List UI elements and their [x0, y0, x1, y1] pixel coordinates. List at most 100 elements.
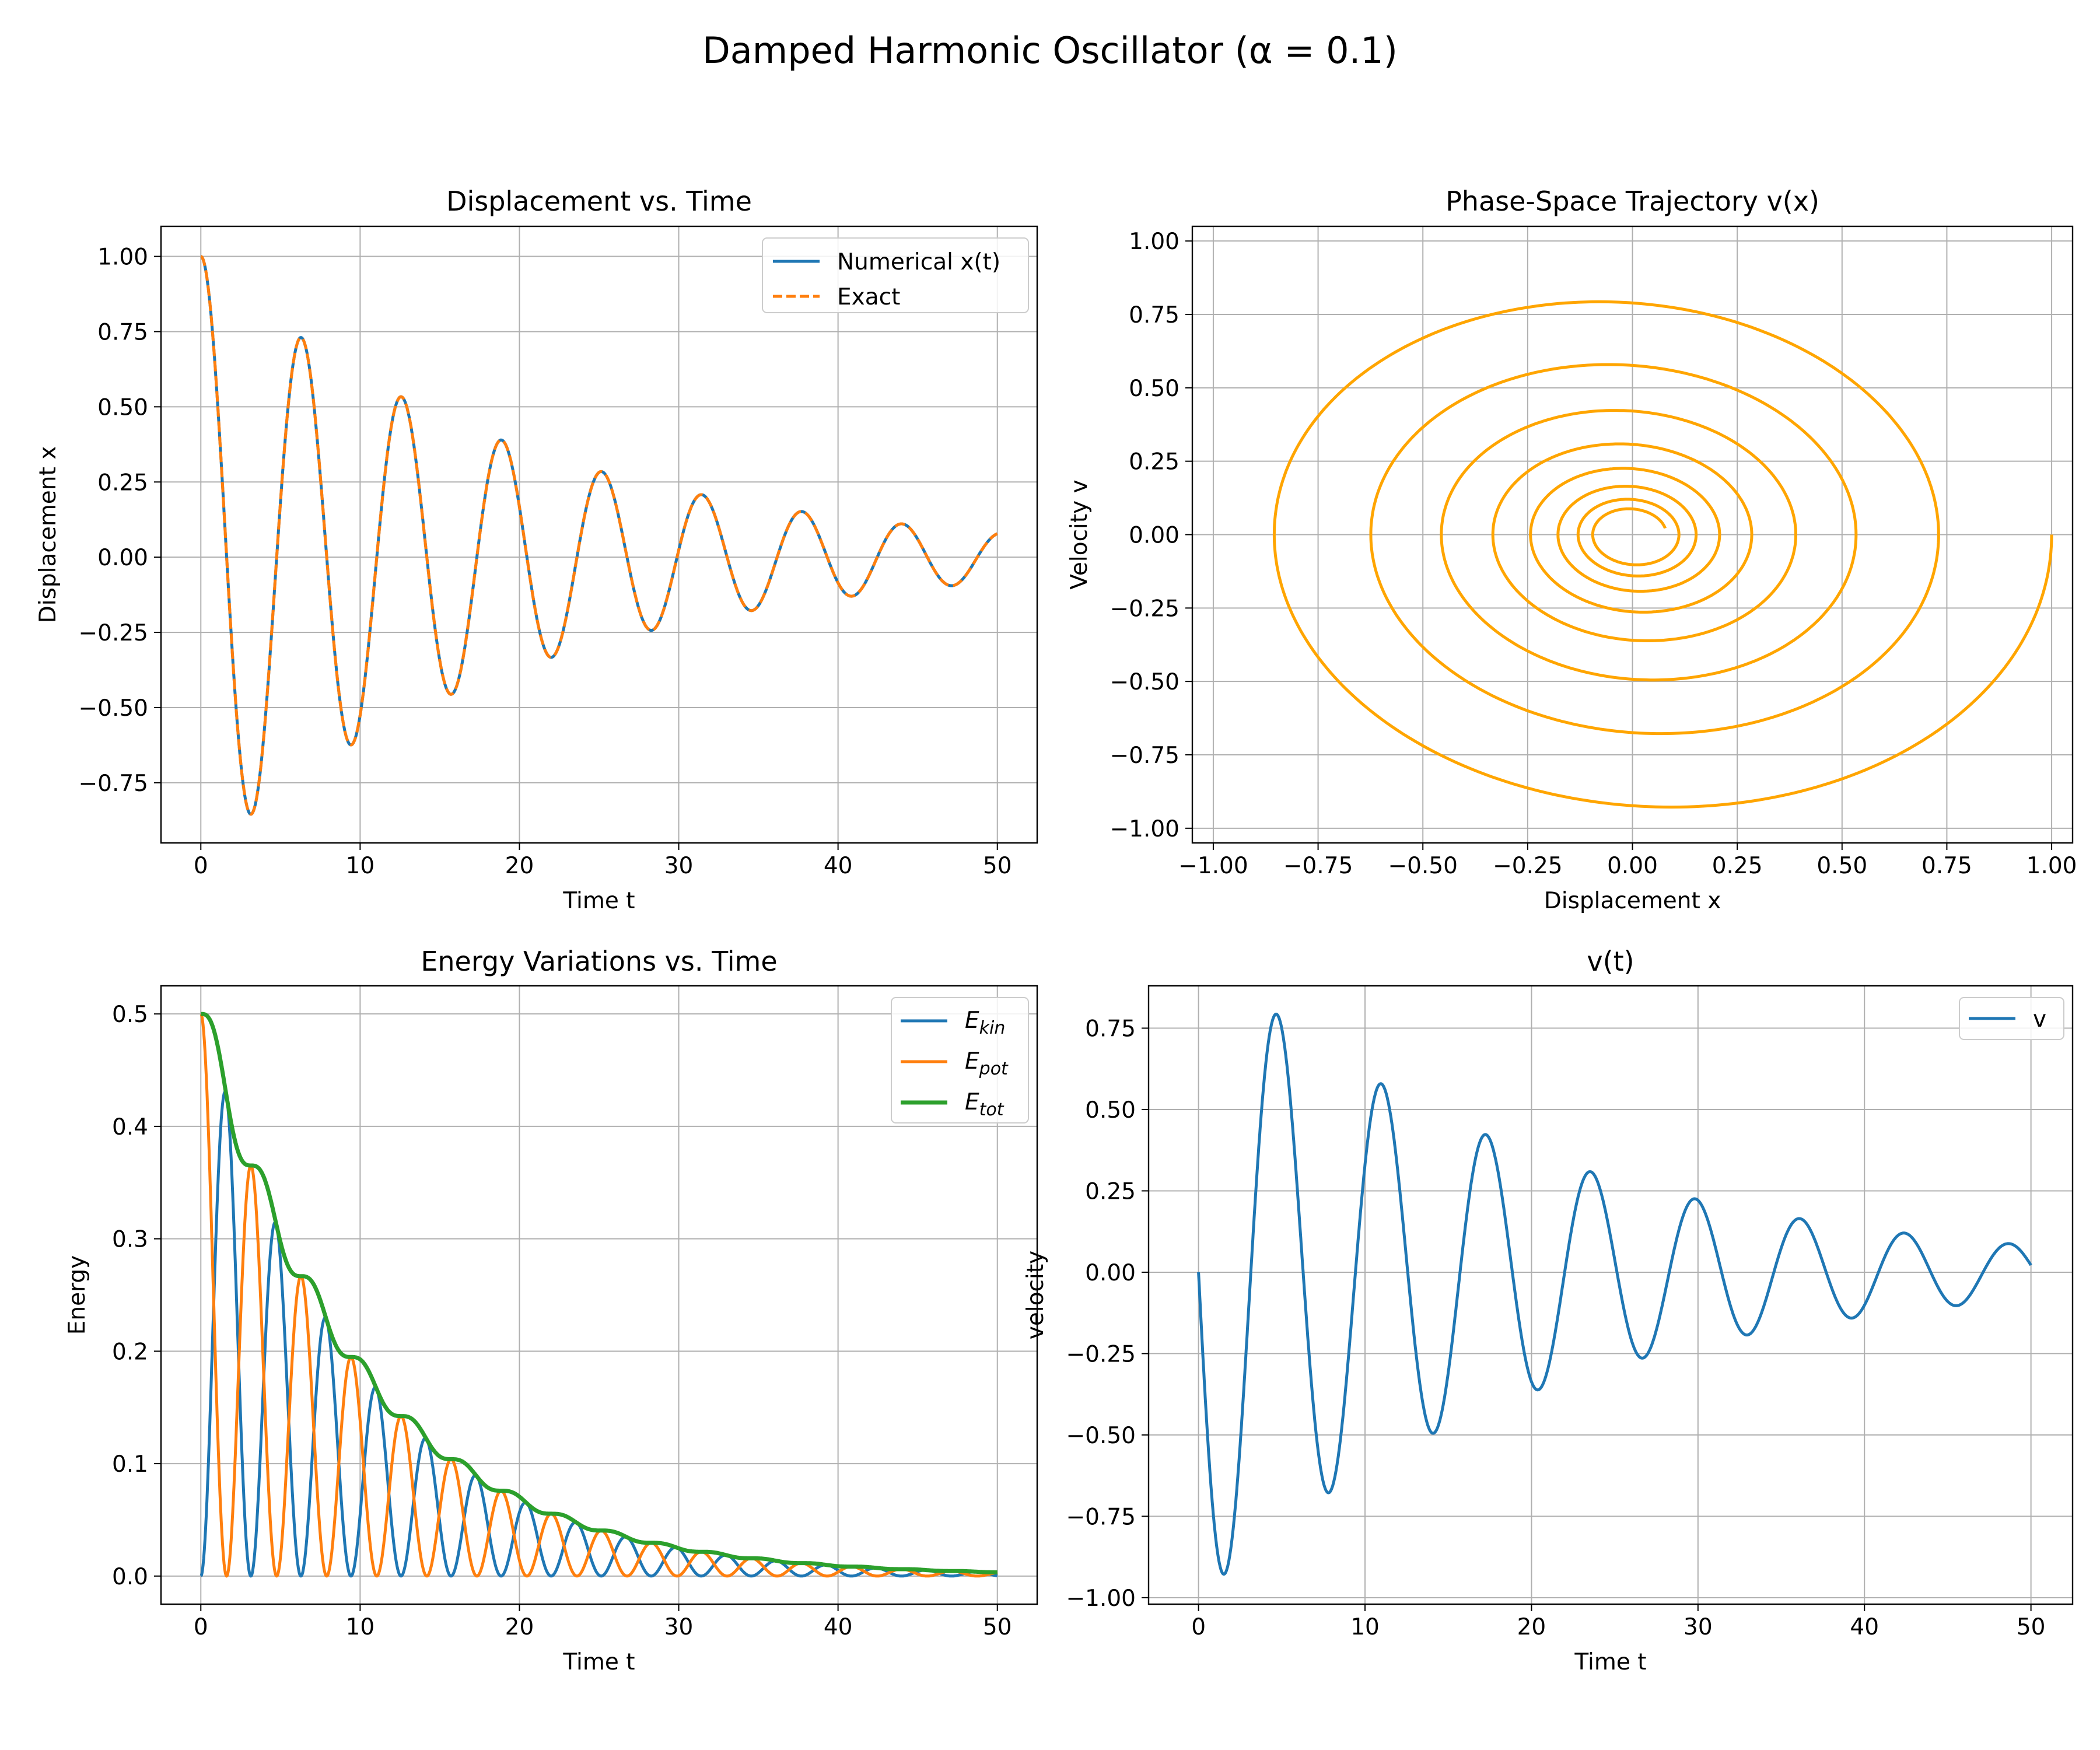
- displacement-ylabel: Displacement x: [35, 446, 61, 624]
- x-tick-label: 20: [505, 853, 534, 879]
- velocity-grid: [1149, 986, 2073, 1604]
- x-tick-label: 40: [824, 853, 853, 879]
- y-tick-label: 1.00: [97, 244, 148, 271]
- y-tick-label: 0.75: [1129, 302, 1180, 328]
- y-tick-label: −0.50: [1110, 669, 1180, 695]
- phase-series: [1272, 300, 2053, 809]
- x-tick-label: 0.75: [1922, 853, 1972, 879]
- x-tick-label: 30: [1684, 1614, 1713, 1640]
- x-tick-label: 0.00: [1607, 853, 1658, 879]
- x-tick-label: 50: [983, 853, 1012, 879]
- energy-title: Energy Variations vs. Time: [421, 946, 777, 977]
- x-tick-label: 20: [1517, 1614, 1546, 1640]
- y-tick-label: −1.00: [1066, 1586, 1136, 1612]
- displacement-axes-frame: [160, 225, 1038, 844]
- displacement-xlabel: Time t: [562, 888, 635, 914]
- y-tick-label: −0.50: [78, 695, 148, 722]
- displacement-legend: Numerical x(t) Exact: [762, 237, 1029, 313]
- y-tick-label: −1.00: [1110, 816, 1180, 842]
- displacement-panel: 0 10 20 30 40 50 −0.75 −0.50 −0.25 0.00 0.25 0.50 0.…: [35, 186, 1038, 914]
- y-tick-label: 1.00: [1129, 229, 1180, 255]
- y-tick-label: −0.25: [78, 620, 148, 646]
- y-tick-label: −0.50: [1066, 1423, 1136, 1449]
- velocity-panel: 0 10 20 30 40 50 −1.00 −0.75 −0.50 −0.25 0.00 0.25 0…: [1023, 946, 2074, 1675]
- y-tick-label: 0.3: [112, 1227, 148, 1253]
- y-tick-label: 0.25: [97, 470, 148, 496]
- y-tick-label: −0.25: [1066, 1341, 1136, 1367]
- y-tick-label: 0.75: [1085, 1016, 1136, 1042]
- x-tick-label: 0: [194, 1614, 208, 1640]
- velocity-axes-frame: [1147, 985, 2074, 1605]
- y-tick-label: 0.00: [1129, 523, 1180, 549]
- y-tick-label: 0.0: [112, 1564, 148, 1590]
- x-tick-label: −0.50: [1388, 853, 1458, 879]
- x-tick-label: 0.25: [1712, 853, 1763, 879]
- y-tick-label: 0.75: [97, 319, 148, 345]
- y-tick-label: 0.25: [1129, 449, 1180, 475]
- energy-xlabel: Time t: [562, 1649, 635, 1675]
- x-tick-label: 30: [664, 1614, 694, 1640]
- y-tick-label: 0.50: [97, 394, 148, 421]
- phase-ticks: −1.00 −0.75 −0.50 −0.25 0.00 0.25 0.50 0.75 1.00…: [1110, 229, 2077, 879]
- legend-label: Exact: [837, 284, 900, 310]
- x-tick-label: 30: [664, 853, 694, 879]
- x-tick-label: 10: [1350, 1614, 1380, 1640]
- x-tick-label: 0.50: [1817, 853, 1867, 879]
- energy-series: [200, 1012, 998, 1578]
- energy-panel: 0 10 20 30 40 50 0.0 0.1 0.2 0.3 0.4 0.5 Energy Var…: [64, 946, 1038, 1675]
- displacement-ticks: 0 10 20 30 40 50 −0.75 −0.50 −0.25 0.00 0.25 0.50 0.…: [78, 244, 1012, 879]
- phase-grid: [1192, 226, 2073, 843]
- legend-label: v: [2033, 1006, 2046, 1032]
- displacement-title: Displacement vs. Time: [446, 186, 752, 217]
- x-tick-label: −1.00: [1178, 853, 1248, 879]
- x-tick-label: 0: [194, 853, 208, 879]
- y-tick-label: 0.1: [112, 1451, 148, 1478]
- y-tick-label: 0.50: [1085, 1097, 1136, 1124]
- velocity-legend: v: [1959, 997, 2064, 1040]
- y-tick-label: 0.4: [112, 1114, 148, 1140]
- x-tick-label: 10: [346, 1614, 375, 1640]
- exact-x-line: [200, 255, 998, 816]
- energy-ylabel: Energy: [64, 1255, 90, 1335]
- x-tick-label: 0: [1191, 1614, 1206, 1640]
- phase-title: Phase-Space Trajectory v(x): [1446, 186, 1819, 217]
- x-tick-label: 20: [505, 1614, 534, 1640]
- x-tick-label: −0.75: [1283, 853, 1353, 879]
- legend-box: [891, 997, 1029, 1124]
- x-tick-label: −0.25: [1493, 853, 1563, 879]
- y-tick-label: 0.2: [112, 1339, 148, 1365]
- velocity-ylabel: velocity: [1023, 1251, 1049, 1339]
- velocity-xlabel: Time t: [1574, 1649, 1646, 1675]
- displacement-series: [200, 255, 998, 816]
- x-tick-label: 50: [983, 1614, 1012, 1640]
- velocity-series: [1197, 1012, 2032, 1576]
- phase-xlabel: Displacement x: [1544, 888, 1721, 914]
- x-tick-label: 50: [2017, 1614, 2046, 1640]
- x-tick-label: 10: [346, 853, 375, 879]
- y-tick-label: −0.25: [1110, 596, 1180, 622]
- y-tick-label: 0.5: [112, 1002, 148, 1028]
- y-tick-label: 0.50: [1129, 376, 1180, 402]
- velocity-line: [1197, 1012, 2032, 1576]
- x-tick-label: 40: [824, 1614, 853, 1640]
- figure-title: Damped Harmonic Oscillator (α = 0.1): [702, 29, 1398, 72]
- energy-axes-frame: [160, 985, 1038, 1605]
- phase-trajectory-line: [1272, 300, 2053, 809]
- x-tick-label: 1.00: [2027, 853, 2077, 879]
- y-tick-label: 0.25: [1085, 1178, 1136, 1205]
- velocity-title: v(t): [1587, 946, 1634, 977]
- velocity-ticks: 0 10 20 30 40 50 −1.00 −0.75 −0.50 −0.25 0.00 0.25 0…: [1066, 1016, 2045, 1640]
- legend-box: [762, 237, 1029, 313]
- phase-ylabel: Velocity v: [1066, 480, 1093, 589]
- y-tick-label: −0.75: [1110, 743, 1180, 769]
- e-tot-line: [201, 1012, 998, 1574]
- y-tick-label: 0.00: [97, 545, 148, 571]
- phase-panel: −1.00 −0.75 −0.50 −0.25 0.00 0.25 0.50 0.75 1.00…: [1066, 186, 2077, 914]
- y-tick-label: −0.75: [78, 771, 148, 797]
- energy-ticks: 0 10 20 30 40 50 0.0 0.1 0.2 0.3 0.4 0.5: [112, 1002, 1012, 1640]
- y-tick-label: 0.00: [1085, 1260, 1136, 1286]
- legend-label: Numerical x(t): [837, 249, 1000, 275]
- x-tick-label: 40: [1850, 1614, 1879, 1640]
